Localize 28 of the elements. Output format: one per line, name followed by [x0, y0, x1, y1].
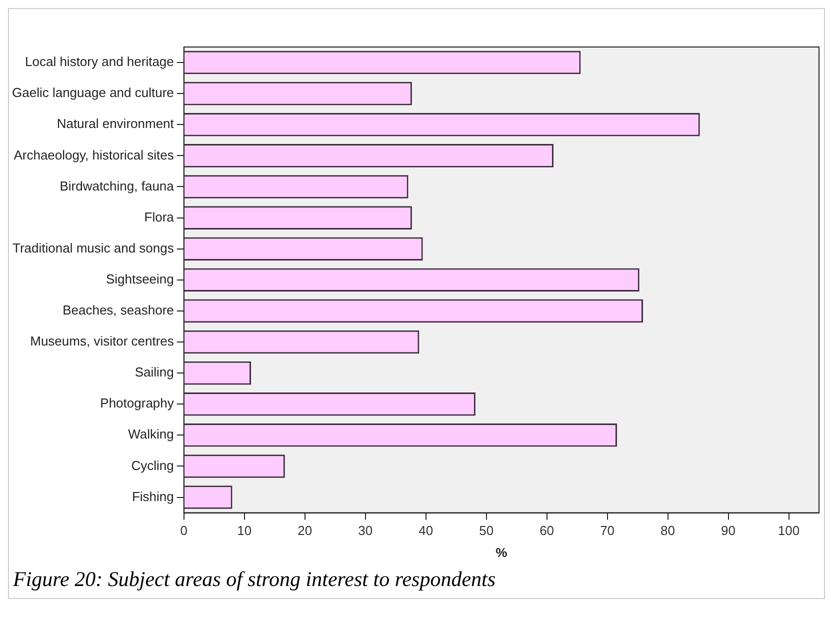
y-tick-label: Beaches, seashore — [62, 302, 174, 318]
x-tick-label: 20 — [298, 523, 312, 538]
y-tick-label: Photography — [100, 396, 174, 411]
y-tick-label: Gaelic language and culture — [12, 85, 174, 100]
y-tick-label: Museums, visitor centres — [30, 334, 174, 349]
x-tick-label: 10 — [237, 523, 252, 538]
y-tick-label: Sightseeing — [106, 271, 174, 286]
x-tick-label: 90 — [721, 523, 736, 538]
y-tick-label: Traditional music and songs — [12, 240, 174, 256]
x-tick-label: 40 — [418, 523, 434, 538]
x-axis-title: % — [496, 544, 508, 560]
y-tick-label: Archaeology, historical sites — [14, 147, 174, 162]
x-tick-label: 100 — [778, 523, 800, 538]
y-tick-label: Flora — [144, 209, 175, 224]
y-tick-label: Sailing — [134, 364, 174, 380]
x-tick-label: 50 — [479, 523, 494, 538]
y-tick-label: Natural environment — [56, 116, 174, 132]
x-tick-label: 0 — [180, 523, 188, 538]
caption: Figure 20: Subject areas of strong interest to respondents — [12, 566, 497, 593]
y-tick-label: Walking — [128, 426, 174, 442]
x-tick-label: 70 — [600, 523, 615, 538]
y-tick-label: Local history and heritage — [25, 54, 174, 70]
x-tick-label: 60 — [540, 523, 554, 538]
y-tick-label: Birdwatching, fauna — [60, 178, 175, 194]
y-tick-label: Fishing — [132, 488, 174, 504]
x-tick-label: 30 — [358, 523, 373, 538]
x-tick-label: 80 — [660, 523, 676, 538]
y-tick-label: Cycling — [131, 458, 174, 473]
